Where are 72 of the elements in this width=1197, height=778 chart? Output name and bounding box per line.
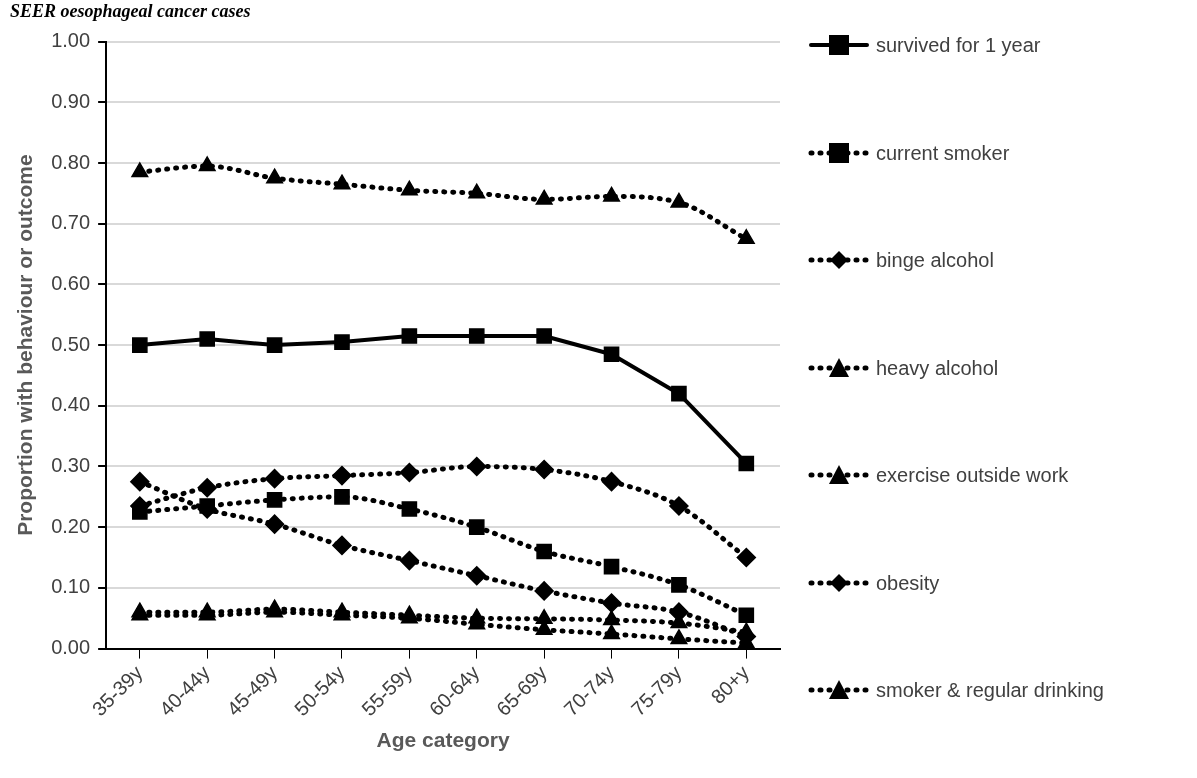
point bbox=[266, 492, 283, 508]
point bbox=[266, 168, 284, 184]
point bbox=[736, 547, 757, 568]
point bbox=[132, 337, 148, 353]
point bbox=[334, 489, 350, 505]
point bbox=[602, 624, 621, 640]
point bbox=[264, 468, 285, 489]
legend-label: heavy alcohol bbox=[876, 355, 999, 381]
point bbox=[334, 334, 350, 350]
y-tick-label: 0.40 bbox=[51, 393, 91, 416]
point bbox=[400, 180, 418, 196]
chart-title: SEER oesophageal cancer cases bbox=[10, 1, 251, 22]
legend-label: current smoker bbox=[876, 140, 1010, 166]
point bbox=[130, 471, 150, 492]
y-tick-label: 0.60 bbox=[51, 271, 91, 294]
point bbox=[737, 229, 755, 245]
point bbox=[535, 609, 553, 625]
y-tick-label: 0.10 bbox=[51, 575, 91, 598]
point bbox=[671, 385, 687, 402]
legend-label: survived for 1 year bbox=[876, 33, 1041, 58]
point bbox=[468, 183, 486, 199]
point bbox=[199, 331, 216, 347]
point bbox=[333, 174, 351, 190]
point bbox=[670, 192, 688, 208]
point bbox=[670, 629, 688, 645]
point bbox=[401, 328, 418, 344]
point bbox=[266, 337, 283, 353]
legend-label: smoker & regular drinking bbox=[876, 678, 1104, 703]
point bbox=[399, 550, 420, 571]
y-tick-label: 0.90 bbox=[51, 89, 91, 112]
point bbox=[199, 498, 216, 514]
point bbox=[401, 501, 418, 517]
point bbox=[603, 346, 620, 363]
y-tick-label: 0.30 bbox=[51, 454, 91, 477]
point bbox=[536, 328, 552, 344]
legend-label: exercise outside work bbox=[876, 463, 1069, 488]
y-tick-label: 0.00 bbox=[51, 636, 91, 659]
point bbox=[198, 156, 216, 172]
point bbox=[131, 162, 149, 178]
point bbox=[536, 543, 552, 560]
point bbox=[602, 610, 621, 626]
point bbox=[535, 189, 553, 205]
point bbox=[669, 496, 689, 516]
y-tick-label: 1.00 bbox=[51, 29, 91, 52]
point bbox=[738, 607, 755, 624]
point bbox=[467, 456, 487, 477]
point bbox=[534, 581, 554, 601]
point bbox=[671, 577, 687, 593]
y-axis-title: Proportion with behaviour or outcome bbox=[13, 154, 37, 536]
y-tick-label: 0.80 bbox=[51, 150, 91, 173]
point bbox=[332, 465, 352, 486]
point bbox=[468, 328, 485, 344]
point bbox=[332, 535, 352, 556]
y-tick-label: 0.20 bbox=[51, 514, 91, 537]
legend-label: binge alcohol bbox=[876, 248, 994, 273]
point bbox=[467, 566, 487, 586]
point bbox=[197, 477, 217, 498]
point bbox=[601, 471, 622, 492]
point bbox=[264, 514, 285, 534]
y-tick-label: 0.50 bbox=[51, 332, 91, 355]
point bbox=[399, 462, 420, 483]
legend-label: obesity bbox=[876, 570, 940, 596]
point bbox=[468, 608, 486, 624]
x-axis-title: Age category bbox=[376, 728, 510, 752]
point bbox=[601, 593, 622, 613]
point bbox=[738, 455, 755, 472]
y-tick-label: 0.70 bbox=[51, 211, 91, 234]
point bbox=[603, 558, 620, 575]
point bbox=[534, 459, 554, 480]
point bbox=[468, 519, 485, 536]
point bbox=[669, 602, 689, 622]
point bbox=[602, 186, 621, 202]
